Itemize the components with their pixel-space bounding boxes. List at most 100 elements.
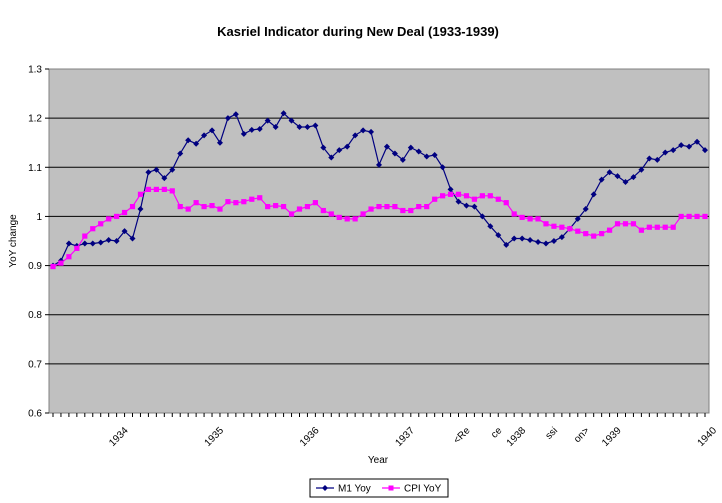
data-point bbox=[193, 140, 200, 147]
data-point bbox=[169, 188, 175, 194]
data-point bbox=[232, 111, 239, 118]
data-point bbox=[424, 204, 430, 210]
data-point bbox=[153, 166, 160, 173]
data-point bbox=[591, 233, 597, 239]
data-point bbox=[583, 231, 589, 237]
data-point bbox=[352, 216, 358, 222]
data-point bbox=[241, 199, 247, 205]
data-point bbox=[535, 238, 542, 245]
data-point bbox=[527, 237, 534, 244]
legend: M1 Yoy CPI YoY bbox=[309, 478, 449, 498]
data-point bbox=[145, 169, 152, 176]
data-point bbox=[384, 204, 390, 210]
data-point bbox=[575, 228, 581, 234]
data-point bbox=[638, 166, 645, 173]
data-point bbox=[137, 191, 144, 197]
legend-box bbox=[309, 478, 449, 498]
data-point bbox=[368, 206, 374, 212]
data-point bbox=[559, 224, 565, 230]
x-tick-label: 1938 bbox=[505, 425, 529, 449]
data-point bbox=[622, 179, 629, 186]
data-point bbox=[503, 241, 510, 248]
data-point bbox=[240, 130, 247, 137]
data-point bbox=[264, 117, 271, 124]
data-point bbox=[328, 154, 335, 161]
x-tick-label: 1935 bbox=[203, 425, 227, 449]
chart-title: Kasriel Indicator during New Deal (1933-… bbox=[217, 24, 499, 39]
data-point bbox=[599, 231, 605, 237]
data-point bbox=[511, 235, 518, 242]
data-point bbox=[185, 206, 191, 212]
data-point bbox=[432, 196, 438, 202]
data-point bbox=[137, 206, 144, 213]
data-point bbox=[646, 155, 653, 162]
legend-marker bbox=[322, 485, 328, 491]
data-point bbox=[670, 147, 677, 154]
data-point bbox=[487, 193, 493, 199]
data-point bbox=[344, 143, 351, 150]
data-point bbox=[702, 213, 708, 220]
data-point bbox=[463, 193, 470, 199]
data-point bbox=[455, 198, 462, 205]
data-point bbox=[376, 204, 382, 210]
data-point bbox=[408, 207, 414, 214]
data-point bbox=[280, 110, 287, 117]
data-point bbox=[606, 169, 613, 176]
data-point bbox=[598, 176, 605, 183]
data-point bbox=[686, 143, 693, 150]
data-point bbox=[487, 223, 494, 230]
data-point bbox=[551, 223, 557, 229]
data-point bbox=[81, 240, 88, 247]
data-point bbox=[161, 175, 168, 182]
data-point bbox=[423, 153, 430, 160]
data-point bbox=[392, 204, 398, 210]
data-point bbox=[567, 226, 573, 232]
data-point bbox=[217, 206, 223, 212]
data-point bbox=[654, 156, 661, 163]
data-point bbox=[519, 235, 526, 242]
data-point bbox=[543, 221, 549, 227]
y-tick-label: 0.6 bbox=[28, 409, 42, 420]
data-point bbox=[89, 240, 96, 247]
data-point bbox=[702, 147, 708, 154]
data-point bbox=[574, 215, 581, 222]
data-point bbox=[177, 150, 184, 157]
data-point bbox=[296, 123, 303, 130]
data-point bbox=[590, 191, 597, 198]
y-axis-label: YoY change bbox=[8, 214, 19, 268]
data-point bbox=[257, 195, 263, 201]
legend-label: M1 Yoy bbox=[338, 484, 371, 495]
data-point bbox=[407, 144, 414, 151]
x-tick-label: on> bbox=[572, 425, 592, 445]
data-point bbox=[320, 207, 326, 214]
data-point bbox=[455, 191, 462, 197]
data-point bbox=[121, 209, 128, 216]
data-point bbox=[336, 214, 342, 221]
data-point bbox=[694, 138, 701, 145]
data-point bbox=[471, 203, 478, 210]
data-point bbox=[558, 234, 565, 241]
data-point bbox=[503, 200, 509, 206]
legend-marker bbox=[388, 485, 394, 491]
data-point bbox=[479, 193, 485, 199]
data-point bbox=[273, 203, 279, 209]
data-point bbox=[542, 240, 549, 247]
data-point bbox=[447, 191, 454, 197]
data-point bbox=[670, 224, 676, 230]
data-point bbox=[58, 260, 64, 266]
data-point bbox=[66, 254, 72, 260]
data-point bbox=[399, 156, 406, 163]
y-tick-label: 0.8 bbox=[28, 310, 42, 321]
data-point bbox=[98, 221, 104, 227]
data-point bbox=[368, 128, 375, 135]
data-point bbox=[416, 204, 422, 210]
data-point bbox=[121, 228, 128, 235]
data-point bbox=[662, 224, 668, 230]
data-point bbox=[360, 211, 366, 217]
y-tick-label: 0.9 bbox=[28, 261, 42, 272]
data-point bbox=[440, 193, 446, 199]
data-point bbox=[185, 137, 192, 144]
data-point bbox=[654, 224, 660, 230]
data-point bbox=[400, 207, 406, 214]
